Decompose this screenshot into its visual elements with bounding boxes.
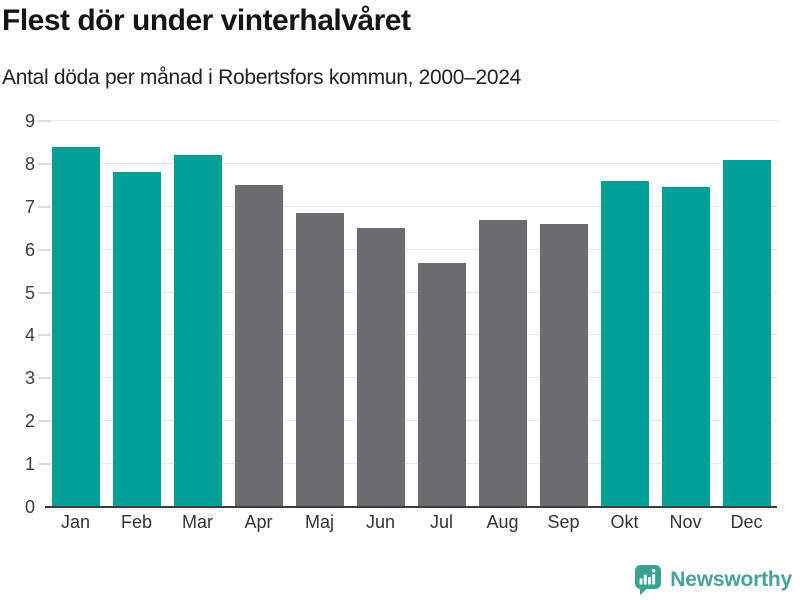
y-axis-label-5: 5 bbox=[24, 282, 35, 303]
gridline-y3 bbox=[45, 377, 777, 379]
y-axis-label-6: 6 bbox=[24, 239, 35, 260]
tick-y8 bbox=[38, 162, 51, 165]
bar-nov bbox=[661, 187, 710, 507]
brand-name: Newsworthy bbox=[670, 568, 792, 591]
bar-mar bbox=[173, 155, 222, 507]
bar-feb bbox=[112, 172, 161, 507]
y-axis-label-0: 0 bbox=[24, 497, 35, 517]
y-axis-label-9: 9 bbox=[24, 111, 35, 131]
x-axis-label-aug: Aug bbox=[486, 512, 519, 532]
bar-apr bbox=[234, 185, 283, 507]
x-axis-label-jan: Jan bbox=[60, 512, 91, 532]
y-axis-label-2: 2 bbox=[24, 411, 35, 432]
tick-y4 bbox=[38, 334, 51, 337]
y-axis-label-7: 7 bbox=[24, 196, 35, 217]
gridline-y5 bbox=[45, 291, 777, 293]
gridline-y7 bbox=[45, 205, 777, 207]
bar-slot-jun bbox=[350, 121, 411, 507]
bar-slot-maj bbox=[289, 121, 350, 507]
bar-maj bbox=[295, 213, 344, 507]
gridline-y9 bbox=[45, 120, 777, 121]
x-axis-label-jun: Jun bbox=[365, 512, 396, 532]
bar-slot-jan bbox=[45, 121, 106, 507]
x-axis-label-maj: Maj bbox=[304, 512, 334, 532]
y-axis-label-4: 4 bbox=[24, 325, 35, 346]
bar-slot-mar bbox=[167, 121, 228, 507]
chart-title: Flest dör under vinterhalvåret bbox=[2, 4, 411, 37]
gridline-y1 bbox=[45, 463, 777, 465]
bars-container bbox=[45, 121, 777, 507]
bar-dec bbox=[722, 159, 771, 507]
x-axis-label-jul: Jul bbox=[429, 512, 453, 532]
x-axis-label-sep: Sep bbox=[547, 512, 580, 532]
bar-jun bbox=[356, 228, 405, 507]
gridline-y8 bbox=[45, 162, 777, 164]
x-axis-label-dec: Dec bbox=[730, 512, 763, 532]
bar-slot-dec bbox=[716, 121, 777, 507]
tick-y7 bbox=[38, 205, 51, 208]
bar-slot-sep bbox=[533, 121, 594, 507]
plot-area: 0 1 2 3 4 5 6 7 8 9 bbox=[25, 112, 777, 516]
brand-footer: Newsworthy bbox=[634, 564, 792, 596]
bar-jan bbox=[51, 146, 100, 507]
x-axis-label-nov: Nov bbox=[669, 512, 702, 532]
bar-slot-okt bbox=[594, 121, 655, 507]
x-axis-label-okt: Okt bbox=[610, 512, 639, 532]
x-axis-label-apr: Apr bbox=[244, 512, 273, 532]
bar-slot-nov bbox=[655, 121, 716, 507]
tick-y5 bbox=[38, 291, 51, 294]
tick-y3 bbox=[38, 377, 51, 380]
gridline-y4 bbox=[45, 334, 777, 336]
bar-slot-feb bbox=[106, 121, 167, 507]
bar-sep bbox=[539, 223, 588, 507]
y-axis-label-3: 3 bbox=[24, 368, 35, 389]
bar-aug bbox=[478, 219, 527, 507]
x-axis-line bbox=[45, 505, 777, 508]
bar-slot-aug bbox=[472, 121, 533, 507]
x-axis-label-mar: Mar bbox=[182, 512, 213, 532]
y-axis-label-1: 1 bbox=[24, 454, 35, 475]
x-axis-label-feb: Feb bbox=[120, 512, 153, 532]
tick-y9 bbox=[38, 120, 51, 122]
tick-y1 bbox=[38, 463, 51, 466]
bar-okt bbox=[600, 181, 649, 507]
x-axis-labels: Jan Feb Mar Apr Maj Jun Jul Aug Sep Okt Nov Dec bbox=[45, 512, 777, 533]
gridline-y2 bbox=[45, 420, 777, 422]
bar-slot-apr bbox=[228, 121, 289, 507]
bar-jul bbox=[417, 262, 466, 507]
y-axis-label-8: 8 bbox=[24, 153, 35, 174]
bar-slot-jul bbox=[411, 121, 472, 507]
gridline-y6 bbox=[45, 248, 777, 250]
newsworthy-logo-icon bbox=[635, 565, 662, 595]
tick-y2 bbox=[38, 420, 51, 423]
chart-subtitle: Antal döda per månad i Robertsfors kommu… bbox=[2, 66, 522, 89]
tick-y6 bbox=[38, 248, 51, 251]
